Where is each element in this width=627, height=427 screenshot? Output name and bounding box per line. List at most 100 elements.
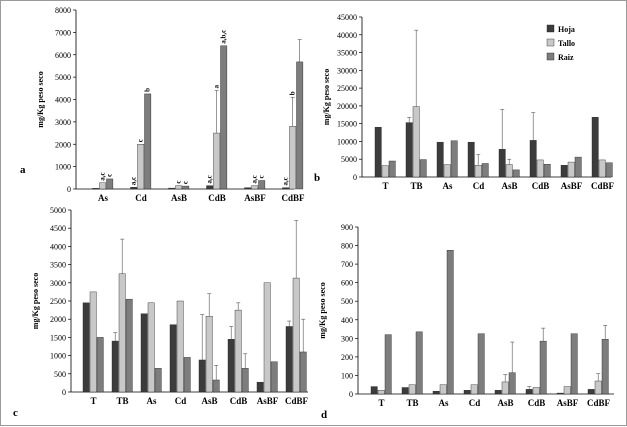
bar-b-T-s0 bbox=[374, 127, 382, 178]
bar-c-As-s2 bbox=[154, 368, 162, 393]
bar-d-AsB-s2 bbox=[508, 372, 516, 395]
bar-b-T-s1 bbox=[381, 165, 389, 178]
y-tick-label: 3500 bbox=[50, 261, 66, 270]
legend-swatch bbox=[546, 52, 555, 61]
x-tick-label: CdBF bbox=[587, 398, 611, 408]
chart-panel-c: 0 500 1000 1500 2000 2500 3000 3500 4000 4500 5000… bbox=[13, 206, 309, 419]
y-tick-label: 4500 bbox=[50, 224, 66, 233]
x-tick-label: AsB bbox=[497, 398, 513, 408]
x-tick-label: CdB bbox=[532, 181, 550, 191]
y-tick-label: 600 bbox=[341, 279, 353, 288]
bar-b-As-s2 bbox=[450, 140, 458, 178]
x-tick-label: As bbox=[146, 396, 156, 406]
bar-d-T-s0 bbox=[370, 386, 378, 395]
panel-label-b: b bbox=[314, 172, 320, 184]
bar-b-As-s0 bbox=[436, 141, 444, 178]
bar-b-TB-s0 bbox=[405, 122, 413, 178]
significance-label: a,c bbox=[282, 177, 290, 185]
bar-b-Cd-s0 bbox=[467, 141, 475, 178]
y-axis-title: mg/Kg peso seco bbox=[31, 273, 40, 329]
y-tick-label: 200 bbox=[341, 353, 353, 362]
significance-label: a,b,c bbox=[220, 30, 228, 44]
bar-c-T-s1 bbox=[89, 291, 97, 393]
significance-label: a,c bbox=[206, 175, 214, 183]
bar-a-AsBF-s0 bbox=[244, 187, 252, 190]
y-tick-label: 40000 bbox=[337, 31, 357, 40]
x-tick-label: Cd bbox=[135, 193, 147, 203]
y-tick-label: 25000 bbox=[337, 84, 357, 93]
y-tick-label: 100 bbox=[341, 371, 353, 380]
significance-label: c bbox=[106, 174, 114, 177]
y-tick-label: 8000 bbox=[55, 6, 71, 15]
bar-c-AsBF-s0 bbox=[256, 381, 264, 393]
bar-b-Cd-s2 bbox=[481, 163, 489, 178]
y-tick-label: 500 bbox=[341, 297, 353, 306]
bar-d-CdB-s0 bbox=[525, 389, 533, 395]
legend: Hoja Tallo Raiz bbox=[546, 24, 575, 62]
y-tick-label: 5000 bbox=[341, 155, 357, 164]
bar-c-Cd-s0 bbox=[169, 324, 177, 393]
bar-c-As-s0 bbox=[140, 313, 148, 393]
y-tick-label: 15000 bbox=[337, 120, 357, 129]
bar-d-T-s1 bbox=[377, 390, 385, 395]
x-tick-label: CdB bbox=[208, 193, 226, 203]
bar-d-AsBF-s0 bbox=[556, 392, 564, 395]
x-tick-label: Cd bbox=[469, 398, 481, 408]
y-tick-label: 0 bbox=[62, 388, 66, 397]
x-tick-label: As bbox=[98, 193, 108, 203]
bar-c-AsBF-s2 bbox=[270, 361, 278, 393]
y-tick-label: 500 bbox=[54, 370, 66, 379]
bar-a-AsB-s1 bbox=[175, 185, 183, 190]
bar-a-As-s2 bbox=[106, 178, 114, 190]
panel-label-c: c bbox=[13, 407, 18, 419]
x-tick-label: T bbox=[90, 396, 96, 406]
y-tick-label: 1000 bbox=[55, 163, 71, 172]
bar-a-CdB-s0 bbox=[206, 185, 214, 190]
x-tick-label: AsBF bbox=[561, 181, 583, 191]
significance-label: b bbox=[144, 88, 152, 92]
bar-c-CdB-s2 bbox=[241, 368, 249, 393]
x-tick-label: CdB bbox=[230, 396, 248, 406]
bar-a-AsBF-s2 bbox=[258, 180, 266, 190]
bar-a-CdBF-s1 bbox=[289, 126, 297, 190]
bar-d-As-s1 bbox=[439, 384, 447, 395]
significance-label: a bbox=[213, 85, 221, 89]
bar-b-AsBF-s1 bbox=[567, 161, 575, 178]
y-tick-label: 6000 bbox=[55, 51, 71, 60]
y-tick-label: 35000 bbox=[337, 49, 357, 58]
y-tick-label: 0 bbox=[67, 185, 71, 194]
bar-b-TB-s1 bbox=[412, 106, 420, 178]
bar-d-TB-s2 bbox=[415, 331, 423, 395]
significance-label: a,c bbox=[130, 177, 138, 185]
bar-c-CdBF-s2 bbox=[299, 351, 307, 393]
bar-b-TB-s2 bbox=[419, 159, 427, 178]
bar-d-As-s0 bbox=[432, 391, 440, 395]
bar-c-AsB-s2 bbox=[212, 379, 220, 393]
bar-d-AsBF-s2 bbox=[570, 333, 578, 395]
bar-d-Cd-s2 bbox=[477, 333, 485, 395]
bar-c-AsBF-s1 bbox=[263, 282, 271, 393]
significance-label: a,c bbox=[251, 175, 259, 183]
significance-label: c bbox=[137, 139, 145, 142]
x-tick-label: CdB bbox=[528, 398, 546, 408]
bar-a-Cd-s0 bbox=[130, 187, 138, 190]
y-tick-label: 45000 bbox=[337, 13, 357, 22]
legend-swatch bbox=[546, 24, 555, 33]
bar-d-AsBF-s1 bbox=[563, 386, 571, 395]
bar-b-CdBF-s1 bbox=[598, 159, 606, 178]
y-tick-label: 900 bbox=[341, 223, 353, 232]
x-tick-label: AsBF bbox=[244, 193, 266, 203]
x-tick-label: As bbox=[442, 181, 452, 191]
y-tick-label: 400 bbox=[341, 316, 353, 325]
x-tick-label: T bbox=[378, 398, 384, 408]
y-axis-title: mg/Kg peso seco bbox=[36, 71, 45, 127]
bar-c-TB-s0 bbox=[111, 340, 119, 393]
bar-d-AsB-s1 bbox=[501, 381, 509, 395]
bar-c-AsB-s0 bbox=[198, 359, 206, 393]
x-tick-label: T bbox=[382, 181, 388, 191]
bar-c-As-s1 bbox=[147, 302, 155, 393]
panel-label-d: d bbox=[321, 409, 327, 421]
significance-label: a,c bbox=[99, 172, 107, 180]
bar-b-CdBF-s2 bbox=[605, 162, 613, 178]
